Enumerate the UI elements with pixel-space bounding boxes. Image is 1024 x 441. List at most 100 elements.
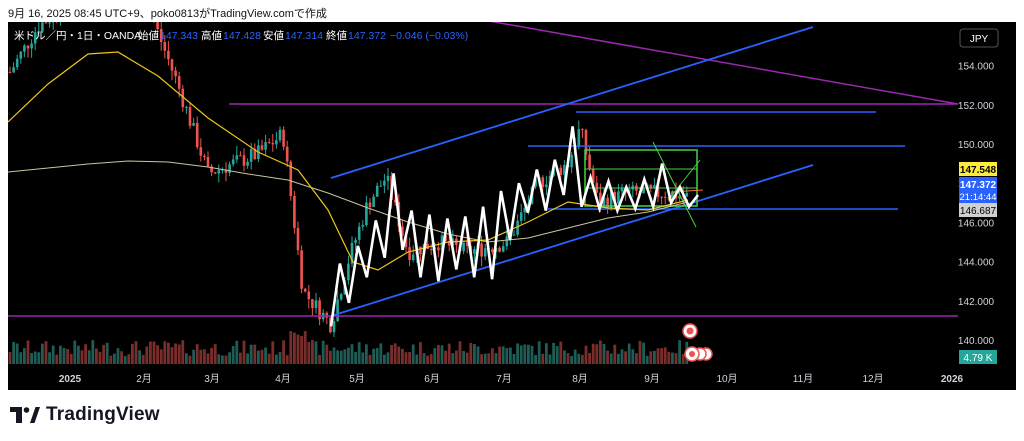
tradingview-logo-text: TradingView	[46, 404, 160, 425]
candle-body	[199, 147, 203, 156]
candle-body	[228, 164, 231, 173]
japan-flag-event-icon[interactable]	[684, 346, 713, 362]
volume-bar	[347, 347, 350, 364]
tradingview-logo[interactable]: TradingView	[10, 404, 160, 426]
candle-body	[368, 202, 372, 207]
candle-body	[386, 175, 390, 181]
volume-bar	[494, 353, 498, 364]
candlesticks	[8, 22, 689, 338]
volume-bar	[545, 343, 548, 364]
candle-body	[498, 247, 501, 252]
chart-area[interactable]: 140.000142.000144.000146.000148.000150.0…	[8, 22, 1016, 390]
volume-bar	[638, 340, 642, 364]
candle-body	[224, 169, 228, 173]
volume-bar	[203, 349, 206, 364]
candle-body	[404, 235, 408, 248]
volume-bar	[120, 351, 123, 364]
time-tick-label: 12月	[862, 373, 883, 385]
volume-bar	[275, 354, 278, 364]
volume-bar	[55, 354, 59, 364]
volume-bar	[375, 348, 379, 364]
volume-bar	[357, 342, 361, 364]
time-tick-label: 2026	[941, 374, 964, 385]
time-tick-label: 7月	[496, 373, 512, 385]
candle-body	[663, 196, 667, 198]
volume-bar	[419, 342, 422, 364]
candle-body	[242, 155, 246, 166]
volume-bar	[505, 347, 509, 364]
volume-bar	[530, 345, 534, 364]
currency-label[interactable]: JPY	[970, 34, 989, 45]
candle-body	[584, 129, 588, 155]
price-chart[interactable]: 140.000142.000144.000146.000148.000150.0…	[8, 22, 1016, 390]
volume-bar	[339, 350, 343, 364]
volume-bar	[483, 353, 487, 364]
volume-bar	[51, 345, 55, 364]
badge-countdown: 21:14:44	[960, 192, 997, 203]
volume-bar	[404, 352, 408, 364]
low-label: 安値	[263, 29, 284, 42]
candle-body	[599, 192, 602, 206]
candle-body	[206, 156, 210, 167]
volume-bar	[141, 354, 145, 364]
volume-bar	[599, 340, 602, 364]
channel-lower-line	[330, 164, 814, 317]
symbol-label[interactable]: 米ドル／円・1日・OANDA	[14, 29, 141, 42]
volume-bar	[195, 344, 199, 364]
candle-body	[303, 288, 307, 292]
volume-bar	[350, 344, 354, 364]
candle-body	[541, 177, 545, 188]
candle-body	[246, 161, 249, 166]
volume-bar	[127, 354, 131, 364]
volume-bar	[84, 344, 87, 364]
volume-bar	[296, 334, 300, 364]
candle-body	[293, 196, 296, 229]
volume-bar	[541, 353, 545, 364]
candle-body	[296, 228, 300, 251]
volume-bar	[501, 346, 505, 364]
time-tick-label: 9月	[644, 373, 660, 385]
volume-bar	[455, 350, 458, 364]
volume-bar	[649, 351, 653, 364]
us-flag-event-icon[interactable]	[682, 323, 698, 339]
volume-bar	[620, 349, 624, 364]
candle-body	[339, 294, 343, 300]
candle-body	[559, 167, 563, 176]
volume-bar	[681, 354, 685, 364]
candle-body	[519, 212, 523, 221]
volume-bar	[131, 343, 134, 364]
volume-bar	[59, 345, 62, 364]
volume-bar	[440, 345, 444, 364]
volume-bar	[192, 349, 195, 364]
currency-button[interactable]: JPY	[959, 28, 999, 48]
volume-bar	[519, 345, 523, 364]
volume-bar	[552, 342, 555, 364]
volume-bar	[595, 344, 599, 364]
time-axis[interactable]: 2025 2月 3月 4月 5月 6月 7月 8月 9月 10月 11月 12月 2026	[59, 373, 964, 385]
candle-body	[408, 247, 411, 261]
volume-bar	[282, 340, 285, 364]
volume-bar	[239, 352, 242, 364]
candle-body	[271, 143, 275, 145]
time-tick-label: 4月	[275, 373, 291, 385]
drawings	[8, 22, 959, 317]
volume-bar	[498, 346, 501, 364]
candle-body	[563, 164, 566, 176]
candle-body	[163, 42, 167, 51]
volume-bar	[372, 348, 375, 364]
volume-bar	[80, 350, 84, 364]
volume-bar	[573, 349, 577, 364]
time-tick-label: 11月	[793, 373, 813, 385]
candle-body	[357, 226, 361, 240]
candle-body	[8, 72, 12, 74]
candle-body	[325, 312, 329, 318]
volume-bar	[458, 341, 462, 364]
volume-bar	[354, 351, 357, 364]
volume-bar	[451, 353, 455, 364]
volume-bar	[487, 353, 491, 364]
volume-bar	[69, 353, 73, 364]
candle-body	[37, 31, 41, 33]
candle-body	[617, 191, 620, 204]
volume-bar	[102, 344, 105, 364]
volume-bar	[512, 354, 516, 364]
